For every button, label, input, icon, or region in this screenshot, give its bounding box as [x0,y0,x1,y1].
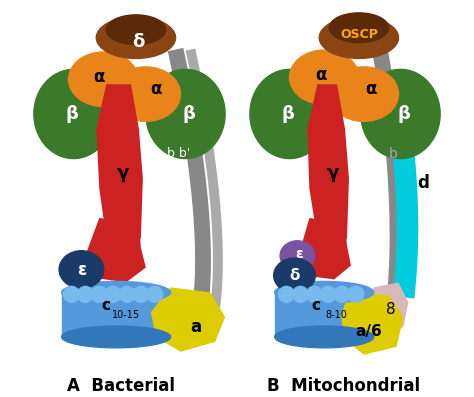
Bar [62,292,171,337]
Text: 8-10: 8-10 [325,310,347,320]
PathPatch shape [300,218,351,279]
Text: a/6: a/6 [356,324,382,339]
Ellipse shape [274,326,374,348]
Text: 10-15: 10-15 [112,310,140,320]
Ellipse shape [106,15,165,44]
Ellipse shape [279,286,294,302]
Ellipse shape [334,286,350,302]
Text: β: β [182,105,195,123]
Ellipse shape [361,69,440,158]
PathPatch shape [86,218,146,282]
Text: A  Bacterial: A Bacterial [67,378,175,395]
PathPatch shape [168,48,211,308]
PathPatch shape [371,43,405,308]
Ellipse shape [273,258,315,293]
Ellipse shape [133,286,149,302]
Ellipse shape [77,286,93,302]
Ellipse shape [96,17,175,58]
PathPatch shape [186,48,223,308]
Ellipse shape [62,326,171,348]
Ellipse shape [147,286,163,302]
Ellipse shape [329,67,399,121]
Text: γ: γ [327,164,339,182]
Text: β: β [65,105,78,123]
Text: β: β [397,105,410,123]
Ellipse shape [280,241,315,270]
Ellipse shape [105,286,121,302]
Ellipse shape [91,286,107,302]
Ellipse shape [306,286,322,302]
Ellipse shape [250,69,329,158]
Ellipse shape [290,50,359,104]
PathPatch shape [96,84,143,268]
Text: b: b [389,146,398,161]
Text: c: c [102,298,111,313]
Text: α: α [365,80,376,98]
PathPatch shape [341,292,403,355]
Ellipse shape [69,52,138,106]
Ellipse shape [59,251,104,288]
Text: ε: ε [296,247,303,261]
PathPatch shape [151,287,225,352]
Text: δ: δ [289,268,300,283]
Text: a: a [190,318,201,336]
Ellipse shape [329,13,389,42]
PathPatch shape [369,282,409,337]
Ellipse shape [348,286,364,302]
Ellipse shape [111,67,181,121]
Ellipse shape [62,281,171,303]
Text: ε: ε [77,260,86,279]
Text: B  Mitochondrial: B Mitochondrial [267,378,420,395]
Ellipse shape [146,69,225,158]
Ellipse shape [319,17,399,58]
PathPatch shape [386,97,418,299]
Text: d: d [417,174,429,192]
Ellipse shape [320,286,336,302]
Text: 8: 8 [386,302,395,317]
Text: α: α [150,80,162,98]
Text: δ: δ [133,33,145,51]
Bar [274,292,374,337]
Ellipse shape [34,69,113,158]
Ellipse shape [64,286,80,302]
PathPatch shape [307,84,349,262]
Text: γ: γ [117,164,129,182]
Text: OSCP: OSCP [340,28,378,41]
Text: α: α [93,68,105,86]
Text: α: α [316,66,327,84]
Text: c: c [312,298,321,313]
Text: b b': b b' [167,147,190,160]
Ellipse shape [119,286,135,302]
Text: β: β [281,105,294,123]
Ellipse shape [274,281,374,303]
Ellipse shape [292,286,309,302]
